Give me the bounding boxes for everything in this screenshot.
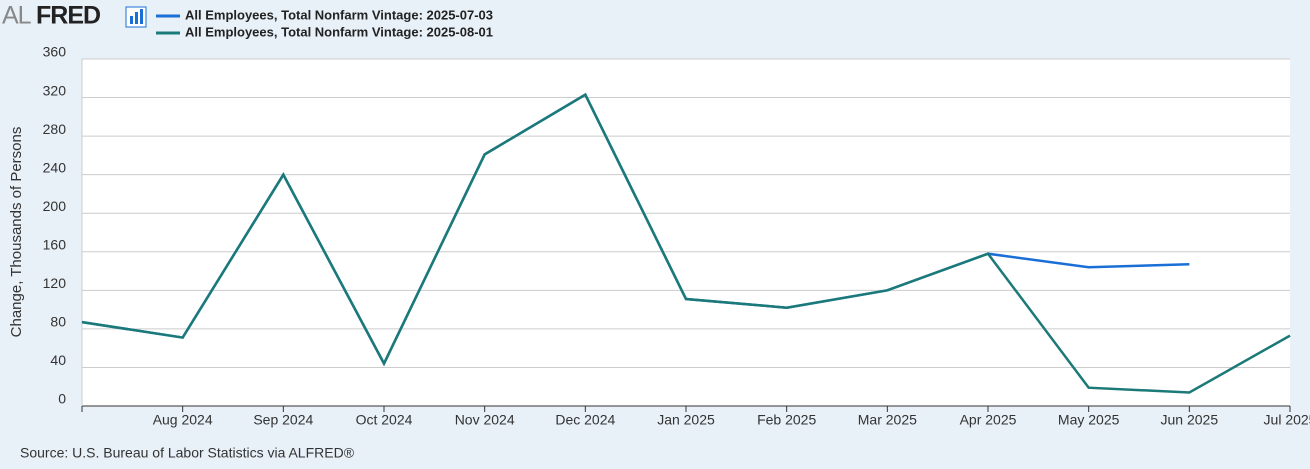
y-tick-label: 200 <box>43 198 67 214</box>
legend-label: All Employees, Total Nonfarm Vintage: 20… <box>185 7 493 22</box>
x-tick-label: Mar 2025 <box>858 412 917 428</box>
x-tick-label: May 2025 <box>1058 412 1120 428</box>
x-tick-label: Jul 2025 <box>1264 412 1310 428</box>
x-tick-label: Feb 2025 <box>757 412 816 428</box>
logo-prefix: AL <box>2 2 32 30</box>
logo-icon-bar <box>135 12 138 24</box>
y-tick-label: 160 <box>43 236 67 252</box>
y-tick-label: 280 <box>43 121 67 137</box>
y-tick-label: 120 <box>43 275 67 291</box>
x-tick-label: Apr 2025 <box>960 412 1017 428</box>
x-tick-label: Sep 2024 <box>253 412 313 428</box>
logo-icon-bar <box>140 9 143 24</box>
x-tick-label: Jan 2025 <box>657 412 715 428</box>
x-tick-label: Dec 2024 <box>555 412 615 428</box>
x-tick-label: Jun 2025 <box>1161 412 1219 428</box>
y-tick-label: 240 <box>43 159 67 175</box>
y-tick-label: 80 <box>50 314 66 330</box>
logo-icon-bar <box>130 16 133 24</box>
plot-area <box>82 59 1290 406</box>
y-tick-label: 320 <box>43 82 67 98</box>
x-tick-label: Nov 2024 <box>455 412 515 428</box>
x-tick-label: Oct 2024 <box>356 412 413 428</box>
y-axis-label: Change, Thousands of Persons <box>8 127 25 338</box>
y-tick-label: 360 <box>43 44 67 60</box>
logo-main: FRED <box>36 2 100 30</box>
y-tick-label: 0 <box>58 391 66 407</box>
source: Source: U.S. Bureau of Labor Statistics … <box>20 445 355 461</box>
y-tick-label: 40 <box>50 352 66 368</box>
x-tick-label: Aug 2024 <box>153 412 213 428</box>
legend-label: All Employees, Total Nonfarm Vintage: 20… <box>185 24 493 39</box>
line <box>81 92 1291 394</box>
